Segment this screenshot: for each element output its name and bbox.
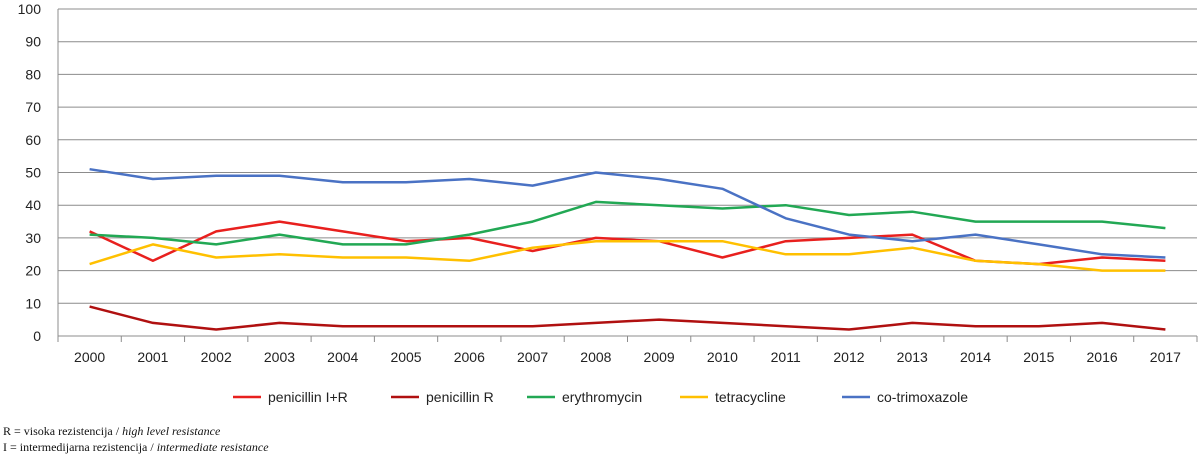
x-tick-label: 2002 (201, 349, 232, 365)
y-tick-label: 90 (25, 34, 41, 50)
x-tick-label: 2017 (1150, 349, 1181, 365)
footnotes: R = visoka rezistencija / high level res… (3, 423, 269, 455)
series-line-4 (89, 167, 1166, 259)
y-tick-label: 30 (25, 230, 41, 246)
legend-label-0: penicillin I+R (268, 389, 348, 405)
legend-label-1: penicillin R (426, 389, 494, 405)
footnote-i-en: intermediate resistance (156, 440, 269, 454)
x-tick-label: 2005 (390, 349, 421, 365)
x-tick-label: 2012 (833, 349, 864, 365)
x-tick-label: 2013 (897, 349, 928, 365)
x-tick-label: 2014 (960, 349, 991, 365)
x-tick-label: 2011 (771, 349, 801, 365)
footnote-r: R = visoka rezistencija / high level res… (3, 423, 269, 439)
y-tick-label: 10 (25, 295, 41, 311)
series-line-0 (89, 220, 1166, 266)
y-tick-label: 20 (25, 263, 41, 279)
x-tick-label: 2010 (707, 349, 738, 365)
x-tick-label: 2004 (327, 349, 358, 365)
x-tick-label: 2016 (1087, 349, 1118, 365)
y-axis: 0 10 20 30 40 50 60 70 80 90 100 (18, 1, 59, 344)
series-lines (89, 167, 1166, 331)
x-tick-label: 2006 (454, 349, 485, 365)
x-tick-label: 2009 (644, 349, 675, 365)
footnote-r-local: R = visoka rezistencija / (3, 424, 123, 438)
y-tick-label: 40 (25, 197, 41, 213)
footnote-i: I = intermedijarna rezistencija / interm… (3, 439, 269, 455)
legend: penicillin I+R penicillin R erythromycin te… (233, 389, 968, 405)
footnote-r-en: high level resistance (122, 424, 221, 438)
legend-label-2: erythromycin (562, 389, 642, 405)
x-tick-label: 2001 (137, 349, 168, 365)
series-line-2 (89, 200, 1166, 246)
legend-label-4: co-trimoxazole (877, 389, 968, 405)
y-tick-label: 0 (33, 328, 41, 344)
legend-label-3: tetracycline (715, 389, 786, 405)
gridlines (58, 8, 1197, 337)
x-tick-label: 2007 (517, 349, 548, 365)
footnote-i-local: I = intermedijarna rezistencija / (3, 440, 157, 454)
series-line-3 (89, 239, 1166, 272)
x-tick-label: 2003 (264, 349, 295, 365)
series-line-1 (89, 305, 1166, 331)
y-tick-label: 50 (25, 165, 41, 181)
y-tick-label: 60 (25, 132, 41, 148)
x-tick-label: 2008 (580, 349, 611, 365)
y-tick-label: 80 (25, 66, 41, 82)
x-axis: 2000 2001 2002 2003 2004 2005 2006 2007 2008 2009… (57, 336, 1198, 365)
x-tick-label: 2000 (74, 349, 105, 365)
y-tick-label: 100 (18, 1, 42, 17)
y-tick-label: 70 (25, 99, 41, 115)
x-tick-label: 2015 (1023, 349, 1054, 365)
